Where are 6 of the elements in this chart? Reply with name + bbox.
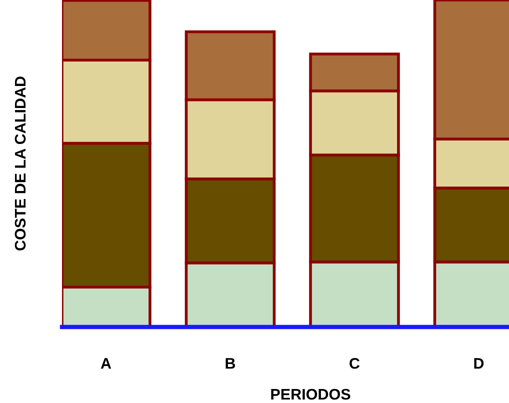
- x-tick-label: B: [226, 358, 236, 369]
- x-tick-label: A: [100, 358, 112, 369]
- x-axis-title: PERIODOS: [271, 388, 350, 400]
- x-tick-label: D: [474, 358, 484, 369]
- y-axis-title: COSTE DE LA CALIDAD: [14, 76, 26, 250]
- x-tick-label: C: [350, 358, 360, 369]
